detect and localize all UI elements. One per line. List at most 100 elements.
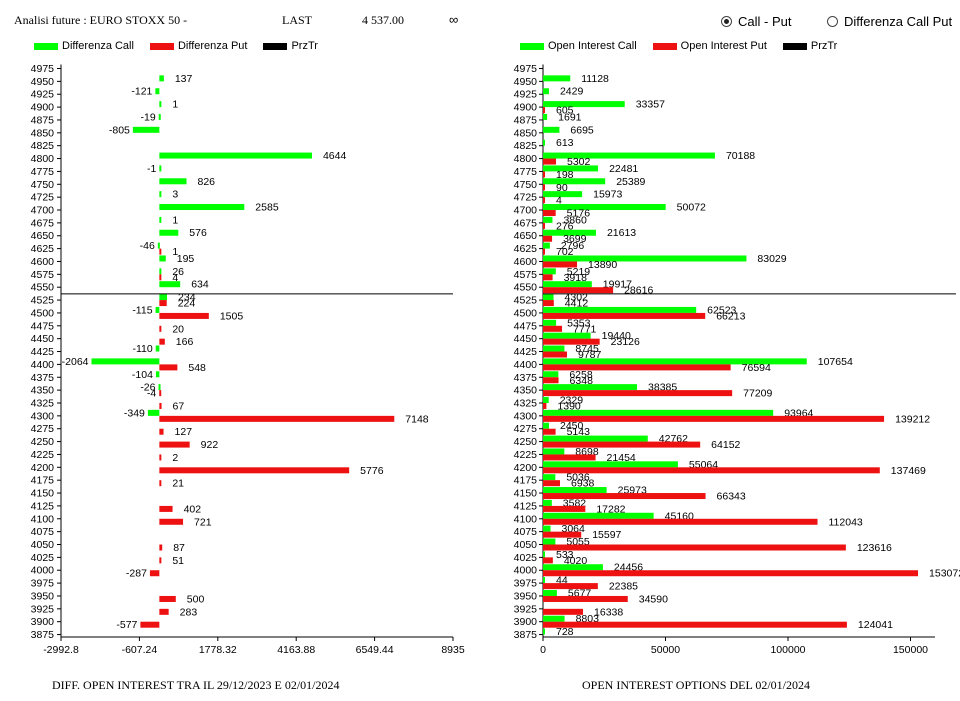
call-value-label: 62523	[707, 304, 736, 316]
call-value-label: 2429	[560, 86, 584, 98]
call-value-label: 11128	[581, 73, 609, 85]
put-bar	[543, 351, 567, 358]
put-value-label: 4020	[564, 555, 588, 567]
radio-differenza-call-put[interactable]: Differenza Call Put	[827, 14, 952, 29]
y-tick-label: 4050	[31, 539, 55, 551]
call-bar	[543, 332, 591, 339]
call-value-label: 4644	[323, 150, 347, 162]
call-bar	[543, 615, 565, 622]
x-tick-label: 1778.32	[199, 644, 237, 656]
put-value-label: 137469	[891, 465, 926, 477]
put-bar	[543, 621, 847, 628]
y-tick-label: 3950	[514, 590, 538, 602]
call-bar	[159, 294, 168, 301]
put-value-label: 124041	[858, 619, 893, 631]
y-tick-label: 4375	[31, 372, 55, 384]
call-bar	[159, 268, 162, 275]
call-bar	[159, 255, 166, 262]
call-value-label: 26	[172, 266, 184, 278]
put-value-label: 5302	[567, 156, 591, 168]
call-value-label: 4302	[565, 292, 589, 304]
put-bar	[543, 518, 818, 525]
put-bar	[159, 300, 167, 307]
y-tick-label: 4225	[514, 449, 538, 461]
call-bar	[543, 126, 560, 133]
radio-call-put[interactable]: Call - Put	[721, 14, 791, 29]
y-tick-label: 4850	[514, 127, 538, 139]
put-value-label: 2	[172, 452, 178, 464]
put-bar	[159, 467, 350, 474]
put-value-label: 283	[180, 606, 198, 618]
call-bar	[155, 306, 160, 313]
y-tick-label: 4475	[31, 320, 55, 332]
y-tick-label: 3925	[31, 603, 55, 615]
put-bar	[543, 171, 545, 178]
call-bar	[159, 191, 162, 198]
put-bar	[159, 274, 162, 281]
put-value-label: 66213	[716, 310, 745, 322]
put-value-label: 7771	[573, 323, 597, 335]
call-bar	[543, 268, 556, 275]
call-value-label: 1	[172, 214, 178, 226]
put-value-label: 21	[172, 478, 184, 490]
put-bar	[543, 570, 919, 577]
call-bar	[159, 281, 181, 288]
y-tick-label: 3875	[514, 629, 538, 641]
y-tick-label: 4400	[31, 359, 55, 371]
put-bar	[543, 158, 556, 165]
call-bar	[543, 461, 678, 468]
call-bar	[543, 294, 554, 301]
call-value-label: -121	[131, 86, 152, 98]
put-value-label: 1	[172, 246, 178, 258]
y-tick-label: 4375	[514, 372, 538, 384]
call-value-label: 2450	[560, 420, 584, 432]
put-bar	[159, 325, 162, 332]
put-value-label: 139212	[895, 413, 930, 425]
y-tick-label: 3975	[31, 578, 55, 590]
put-bar	[543, 467, 880, 474]
infinity-symbol: ∞	[449, 12, 459, 27]
y-tick-label: 4900	[514, 102, 538, 114]
y-tick-label: 4025	[31, 552, 55, 564]
call-bar	[155, 345, 160, 352]
call-bar	[543, 152, 715, 159]
y-tick-label: 4650	[31, 230, 55, 242]
put-bar	[543, 428, 556, 435]
radio-unselected-icon[interactable]	[827, 16, 838, 27]
call-value-label: 44	[556, 575, 568, 587]
put-bar	[159, 415, 395, 422]
call-bar	[543, 281, 592, 288]
call-value-label: -2064	[62, 356, 89, 368]
y-tick-label: 4425	[31, 346, 55, 358]
call-value-label: 234	[178, 292, 196, 304]
call-value-label: 21613	[607, 227, 636, 239]
put-value-label: 702	[556, 246, 574, 258]
call-bar	[155, 371, 160, 378]
put-bar	[543, 402, 547, 409]
put-bar	[543, 544, 846, 551]
call-value-label: 107654	[818, 356, 853, 368]
call-value-label: 5219	[567, 266, 591, 278]
y-tick-label: 4950	[514, 76, 538, 88]
call-bar	[147, 409, 160, 416]
y-tick-label: 4225	[31, 449, 55, 461]
put-bar	[543, 531, 582, 538]
call-bar	[543, 255, 747, 262]
put-value-label: 21454	[607, 452, 636, 464]
y-tick-label: 4400	[514, 359, 538, 371]
put-value-label: 6348	[570, 375, 594, 387]
y-tick-label: 4800	[31, 153, 55, 165]
radio-selected-icon[interactable]	[721, 16, 732, 27]
call-bar	[543, 396, 549, 403]
y-tick-label: 4975	[514, 63, 538, 75]
put-value-label: 5776	[360, 465, 384, 477]
y-tick-label: 4675	[31, 217, 55, 229]
put-bar	[159, 390, 162, 397]
legend-label: Differenza Put	[177, 40, 248, 52]
y-tick-label: 4000	[31, 565, 55, 577]
put-bar	[149, 570, 160, 577]
put-bar	[543, 235, 553, 242]
put-value-label: 127	[175, 426, 193, 438]
y-tick-label: 4600	[31, 256, 55, 268]
call-bar	[543, 409, 774, 416]
